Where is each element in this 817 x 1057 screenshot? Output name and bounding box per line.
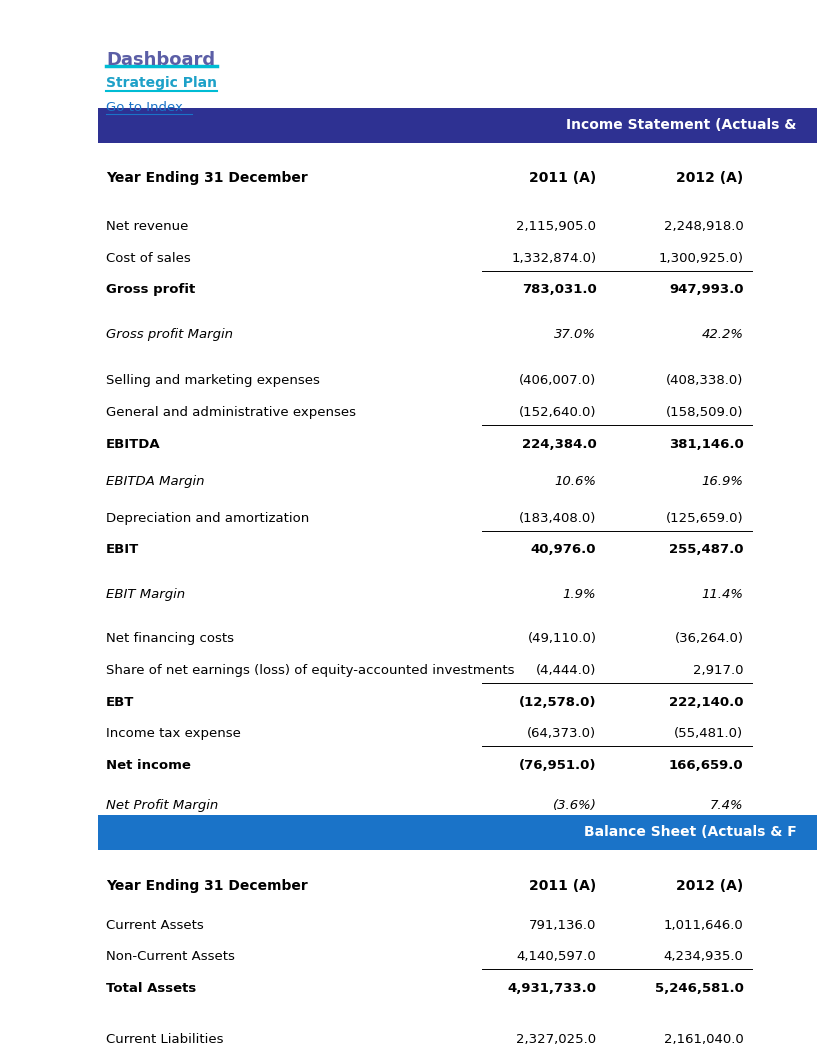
Text: (64,373.0): (64,373.0) [527, 727, 596, 740]
Text: 37.0%: 37.0% [555, 328, 596, 340]
Text: EBT: EBT [106, 696, 135, 708]
Text: 2011 (A): 2011 (A) [529, 171, 596, 185]
Text: Gross profit: Gross profit [106, 283, 195, 296]
Text: 2,161,040.0: 2,161,040.0 [663, 1033, 743, 1045]
Text: 166,659.0: 166,659.0 [669, 759, 743, 772]
Text: EBITDA: EBITDA [106, 438, 161, 450]
Text: (36,264.0): (36,264.0) [675, 632, 743, 645]
Text: (406,007.0): (406,007.0) [519, 374, 596, 387]
Text: (158,509.0): (158,509.0) [666, 406, 743, 419]
Text: Selling and marketing expenses: Selling and marketing expenses [106, 374, 320, 387]
Text: 16.9%: 16.9% [702, 475, 743, 487]
Text: 783,031.0: 783,031.0 [522, 283, 596, 296]
Text: (12,578.0): (12,578.0) [519, 696, 596, 708]
Text: (408,338.0): (408,338.0) [666, 374, 743, 387]
Text: Year Ending 31 December: Year Ending 31 December [106, 879, 308, 893]
Text: 4,234,935.0: 4,234,935.0 [663, 950, 743, 963]
Text: 255,487.0: 255,487.0 [669, 543, 743, 556]
Text: 7.4%: 7.4% [710, 799, 743, 812]
Text: Cost of sales: Cost of sales [106, 252, 191, 264]
Text: (4,444.0): (4,444.0) [536, 664, 596, 676]
Text: EBIT Margin: EBIT Margin [106, 588, 185, 600]
Text: 1,332,874.0): 1,332,874.0) [511, 252, 596, 264]
Text: Net Profit Margin: Net Profit Margin [106, 799, 218, 812]
Text: (76,951.0): (76,951.0) [519, 759, 596, 772]
Text: Gross profit Margin: Gross profit Margin [106, 328, 233, 340]
Text: Total Assets: Total Assets [106, 982, 196, 995]
Text: (49,110.0): (49,110.0) [528, 632, 596, 645]
Text: Balance Sheet (Actuals & F: Balance Sheet (Actuals & F [584, 826, 797, 839]
Text: 791,136.0: 791,136.0 [529, 919, 596, 931]
Text: Non-Current Assets: Non-Current Assets [106, 950, 235, 963]
Text: Net financing costs: Net financing costs [106, 632, 234, 645]
Text: (125,659.0): (125,659.0) [666, 512, 743, 524]
Text: (183,408.0): (183,408.0) [519, 512, 596, 524]
Bar [98, 108, 817, 143]
Text: 2,115,905.0: 2,115,905.0 [516, 220, 596, 233]
Text: 42.2%: 42.2% [702, 328, 743, 340]
Text: 1.9%: 1.9% [563, 588, 596, 600]
Text: 2011 (A): 2011 (A) [529, 879, 596, 893]
Text: Income tax expense: Income tax expense [106, 727, 241, 740]
Text: Net income: Net income [106, 759, 191, 772]
Text: 4,931,733.0: 4,931,733.0 [507, 982, 596, 995]
Text: Strategic Plan: Strategic Plan [106, 76, 217, 90]
Text: 2,917.0: 2,917.0 [693, 664, 743, 676]
Text: 11.4%: 11.4% [702, 588, 743, 600]
Text: General and administrative expenses: General and administrative expenses [106, 406, 356, 419]
Text: Share of net earnings (loss) of equity-accounted investments: Share of net earnings (loss) of equity-a… [106, 664, 515, 676]
Text: Current Assets: Current Assets [106, 919, 204, 931]
Text: Dashboard: Dashboard [106, 51, 216, 69]
Text: Year Ending 31 December: Year Ending 31 December [106, 171, 308, 185]
Text: 222,140.0: 222,140.0 [669, 696, 743, 708]
Text: 2,327,025.0: 2,327,025.0 [516, 1033, 596, 1045]
Text: 2,248,918.0: 2,248,918.0 [663, 220, 743, 233]
Text: 2012 (A): 2012 (A) [676, 879, 743, 893]
Text: Go to Index: Go to Index [106, 101, 183, 114]
Text: 4,140,597.0: 4,140,597.0 [516, 950, 596, 963]
Text: 2012 (A): 2012 (A) [676, 171, 743, 185]
Text: 40,976.0: 40,976.0 [531, 543, 596, 556]
Text: EBIT: EBIT [106, 543, 140, 556]
Text: 947,993.0: 947,993.0 [669, 283, 743, 296]
Text: Income Statement (Actuals &: Income Statement (Actuals & [566, 118, 797, 132]
Text: Net revenue: Net revenue [106, 220, 189, 233]
Text: 5,246,581.0: 5,246,581.0 [654, 982, 743, 995]
Bar [98, 815, 817, 850]
Text: 1,300,925.0): 1,300,925.0) [659, 252, 743, 264]
Text: 381,146.0: 381,146.0 [669, 438, 743, 450]
Text: EBITDA Margin: EBITDA Margin [106, 475, 205, 487]
Text: 10.6%: 10.6% [555, 475, 596, 487]
Text: Current Liabilities: Current Liabilities [106, 1033, 224, 1045]
Text: (152,640.0): (152,640.0) [519, 406, 596, 419]
Text: (3.6%): (3.6%) [552, 799, 596, 812]
Text: 1,011,646.0: 1,011,646.0 [663, 919, 743, 931]
Text: Depreciation and amortization: Depreciation and amortization [106, 512, 310, 524]
Text: 224,384.0: 224,384.0 [522, 438, 596, 450]
Text: (55,481.0): (55,481.0) [674, 727, 743, 740]
